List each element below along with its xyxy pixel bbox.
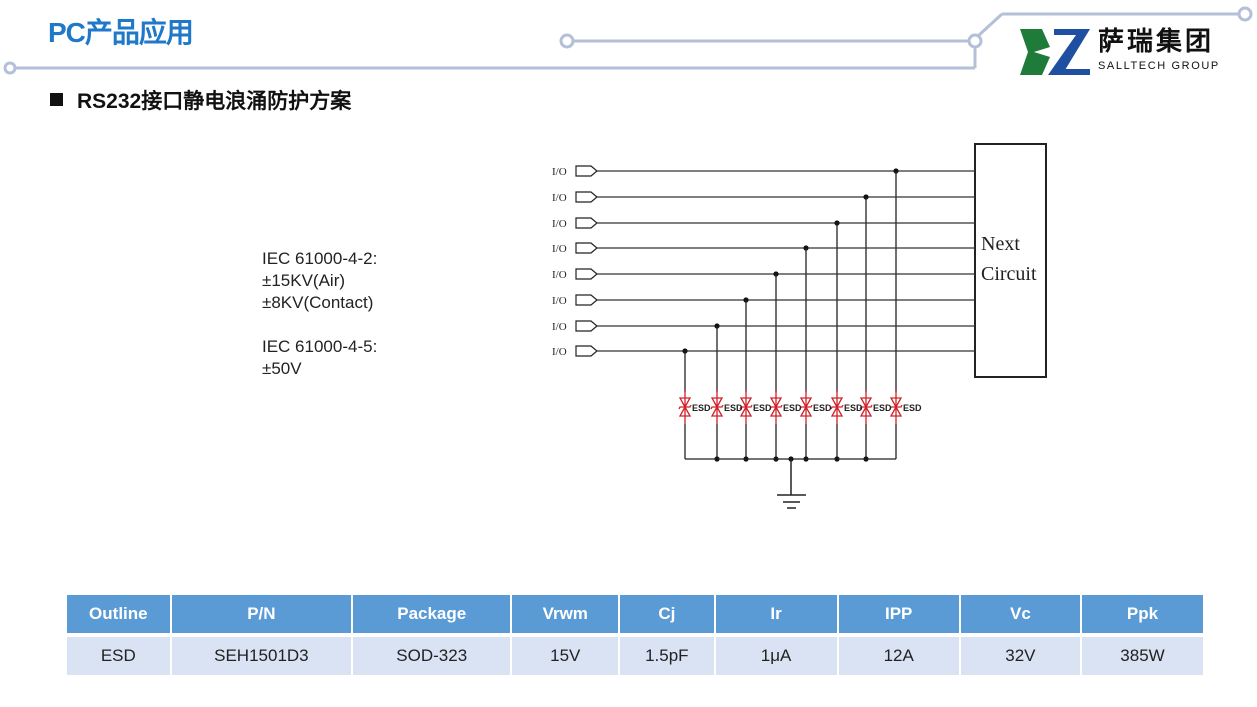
esd-label: ESD	[783, 403, 802, 413]
esd-label: ESD	[873, 403, 892, 413]
io-port-icon	[575, 268, 598, 280]
io-label: I/O	[552, 269, 567, 281]
header-decor-lines	[3, 6, 1253, 75]
col-header: Ir	[715, 595, 839, 633]
section-title: RS232接口静电浪涌防护方案	[50, 88, 351, 116]
esd-label: ESD	[844, 403, 863, 413]
next-circuit-box	[974, 143, 1047, 378]
col-header: P/N	[171, 595, 354, 633]
col-header: Ppk	[1082, 595, 1205, 633]
table-cell: ESD	[67, 633, 172, 675]
table-cell: 1μA	[715, 633, 839, 675]
esd-label: ESD	[813, 403, 832, 413]
table-cell: SEH1501D3	[171, 633, 354, 675]
logo-en-text: SALLTECH GROUP	[1098, 60, 1220, 72]
salltech-logo	[1020, 29, 1090, 75]
iec-specs: IEC 61000-4-2: ±15KV(Air) ±8KV(Contact) …	[262, 249, 378, 378]
esd-label: ESD	[692, 403, 711, 413]
esd-label: ESD	[753, 403, 772, 413]
table-cell: 32V	[960, 633, 1082, 675]
box-label: Circuit	[981, 263, 1037, 285]
col-header: Outline	[67, 595, 172, 633]
esd-diode-icon	[739, 390, 753, 424]
io-port-icon	[575, 242, 598, 254]
section-title-text: RS232接口静电浪涌防护方案	[77, 90, 352, 113]
io-port-icon	[575, 217, 598, 229]
col-header: Vc	[960, 595, 1082, 633]
io-port-icon	[575, 165, 598, 177]
esd-diode-icon	[710, 390, 724, 424]
page-title: PC产品应用	[48, 17, 194, 48]
spec-table: Outline P/N Package Vrwm Cj Ir IPP Vc Ppk ESD SEH1…	[67, 595, 1205, 675]
io-port-icon	[575, 320, 598, 332]
table-cell: 12A	[838, 633, 961, 675]
esd-diode-icon	[859, 390, 873, 424]
col-header: Vrwm	[512, 595, 621, 633]
esd-label: ESD	[903, 403, 922, 413]
io-port-icon	[575, 191, 598, 203]
io-label: I/O	[552, 295, 567, 307]
io-label: I/O	[552, 166, 567, 178]
table-cell: SOD-323	[353, 633, 513, 675]
esd-diode-icon	[799, 390, 813, 424]
io-port-icon	[575, 345, 598, 357]
esd-label: ESD	[724, 403, 743, 413]
esd-diode-icon	[889, 390, 903, 424]
esd-diode-icon	[678, 390, 692, 424]
io-label: I/O	[552, 321, 567, 333]
logo-cn-text: 萨瑞集团	[1098, 26, 1215, 56]
col-header: IPP	[838, 595, 961, 633]
esd-diode-icon	[830, 390, 844, 424]
esd-diode-icon	[769, 390, 783, 424]
table-row: ESD SEH1501D3 SOD-323 15V 1.5pF 1μA 12A 32V 385W	[67, 633, 1205, 675]
esd-circuit-diagram: Next Circuit I/O ESD I/O ESD I/O ESD I/O ESD I/O ES…	[552, 143, 1047, 509]
box-label: Next	[981, 233, 1020, 255]
table-cell: 1.5pF	[620, 633, 716, 675]
col-header: Cj	[620, 595, 716, 633]
table-cell: 15V	[512, 633, 621, 675]
bullet-square	[50, 93, 63, 106]
io-label: I/O	[552, 218, 567, 230]
io-label: I/O	[552, 192, 567, 204]
io-label: I/O	[552, 243, 567, 255]
col-header: Package	[353, 595, 513, 633]
io-port-icon	[575, 294, 598, 306]
table-cell: 385W	[1082, 633, 1205, 675]
ground-icon	[777, 459, 806, 509]
io-label: I/O	[552, 346, 567, 358]
